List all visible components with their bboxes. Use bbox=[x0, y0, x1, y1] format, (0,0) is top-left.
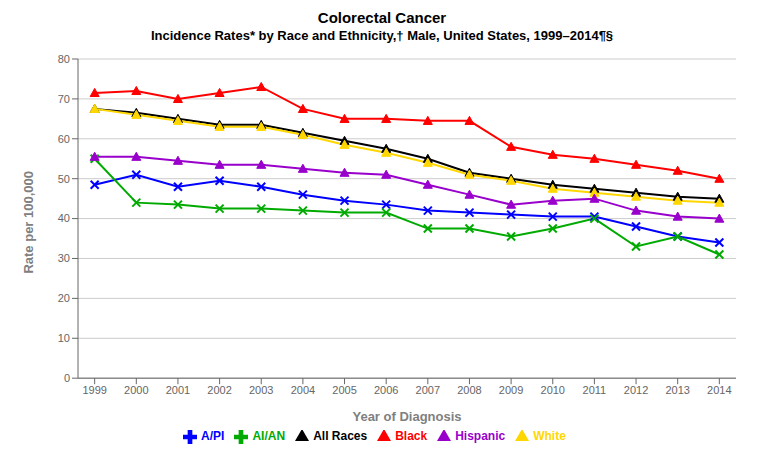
svg-text:2007: 2007 bbox=[416, 384, 440, 396]
svg-text:2010: 2010 bbox=[541, 384, 565, 396]
svg-text:30: 30 bbox=[58, 252, 70, 264]
svg-text:1999: 1999 bbox=[82, 384, 106, 396]
svg-text:2005: 2005 bbox=[332, 384, 356, 396]
svg-text:Rate per 100,000: Rate per 100,000 bbox=[21, 171, 36, 274]
html-text:All Races: All Races bbox=[313, 429, 368, 444]
svg-text:2000: 2000 bbox=[124, 384, 148, 396]
svg-text:2011: 2011 bbox=[583, 384, 607, 396]
svg-text:2008: 2008 bbox=[457, 384, 481, 396]
svg-text:10: 10 bbox=[58, 332, 70, 344]
html-text:Incidence Rates* by Race and E: Incidence Rates* by Race and Ethnicity,†… bbox=[150, 28, 614, 43]
html-text:White: White bbox=[533, 429, 566, 444]
svg-text:2004: 2004 bbox=[291, 384, 315, 396]
html-text:Black: Black bbox=[395, 429, 428, 444]
svg-text:60: 60 bbox=[58, 133, 70, 145]
svg-text:2012: 2012 bbox=[624, 384, 648, 396]
html-text:AI/AN: AI/AN bbox=[252, 429, 286, 444]
svg-text:40: 40 bbox=[58, 212, 70, 224]
svg-text:2003: 2003 bbox=[249, 384, 273, 396]
html-text:Hispanic: Hispanic bbox=[455, 429, 506, 444]
svg-text:2001: 2001 bbox=[166, 384, 190, 396]
html-text:Colorectal Cancer: Colorectal Cancer bbox=[317, 9, 447, 26]
svg-text:2013: 2013 bbox=[665, 384, 689, 396]
svg-text:70: 70 bbox=[58, 93, 70, 105]
svg-text:Year of Diagnosis: Year of Diagnosis bbox=[352, 409, 461, 424]
svg-text:20: 20 bbox=[58, 292, 70, 304]
html-text:A/PI: A/PI bbox=[201, 429, 225, 444]
svg-text:2006: 2006 bbox=[374, 384, 398, 396]
svg-text:2002: 2002 bbox=[207, 384, 231, 396]
svg-text:2014: 2014 bbox=[707, 384, 731, 396]
svg-text:50: 50 bbox=[58, 173, 70, 185]
svg-text:2009: 2009 bbox=[499, 384, 523, 396]
svg-text:80: 80 bbox=[58, 53, 70, 65]
svg-text:0: 0 bbox=[64, 372, 70, 384]
